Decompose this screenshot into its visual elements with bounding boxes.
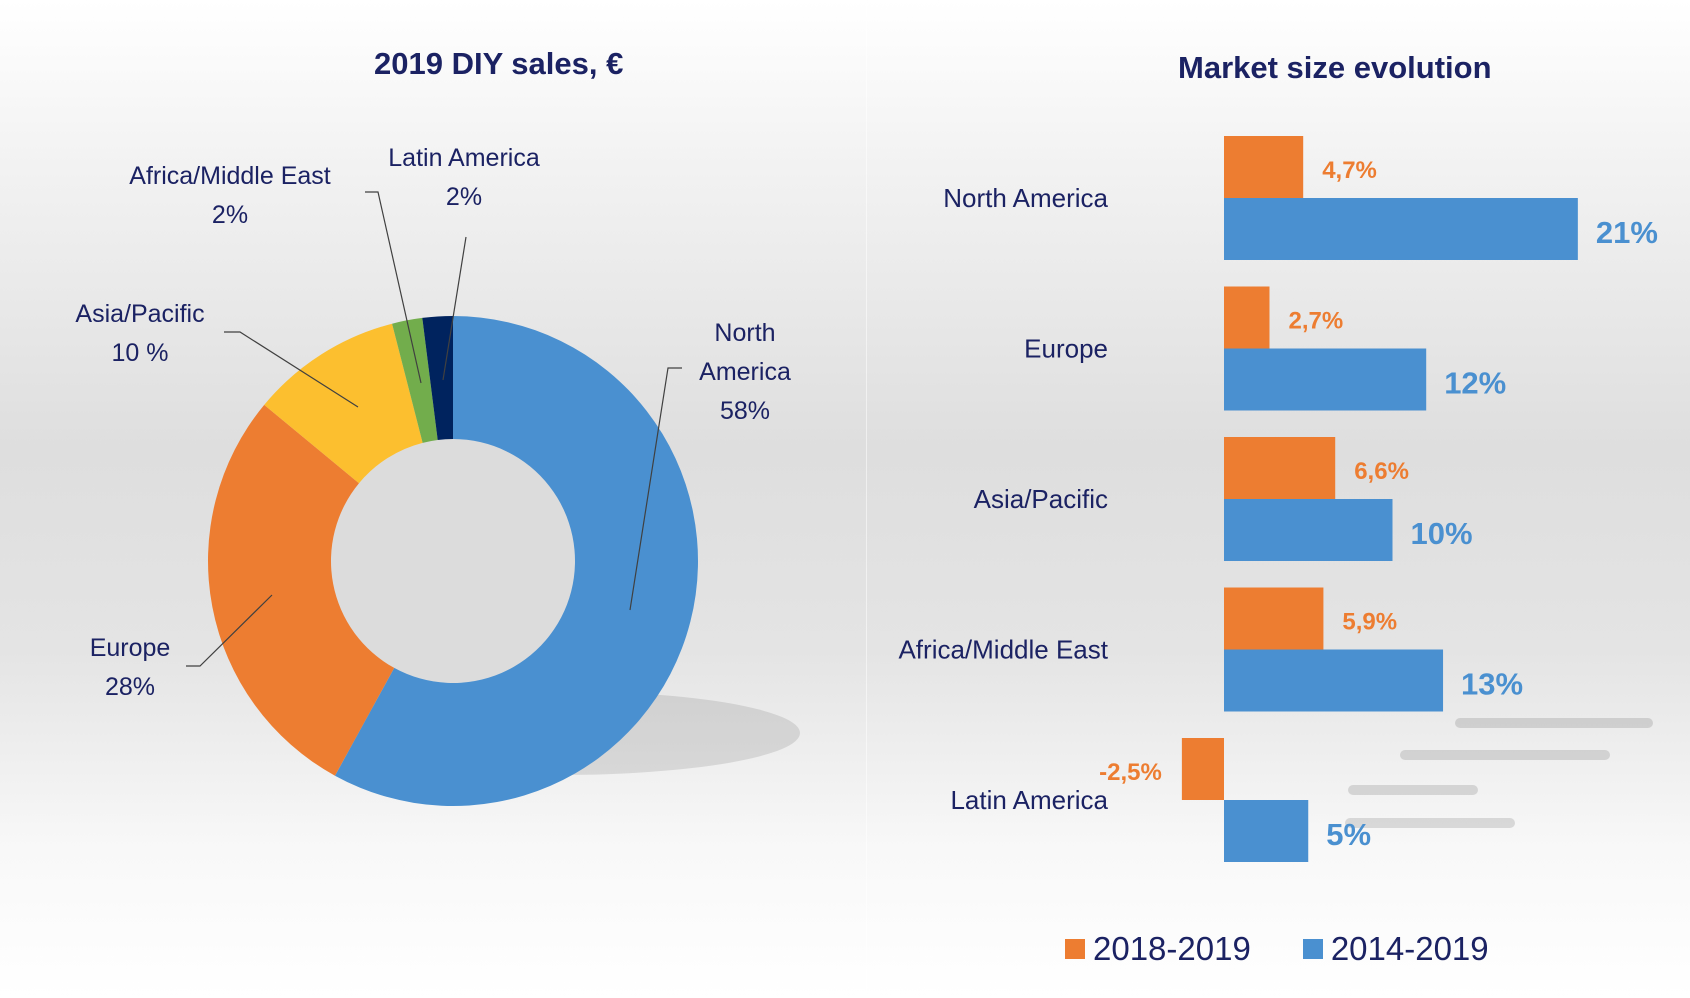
donut-chart-panel: 2019 DIY sales, € North America 58% Europe 2… bbox=[75, 46, 800, 806]
bar-value-label: -2,5% bbox=[1099, 759, 1162, 786]
bar-shadow bbox=[1400, 750, 1610, 760]
bar-2014-2019 bbox=[1224, 800, 1309, 862]
bar-group-latin-america: Latin America-2,5% 5% bbox=[950, 738, 1371, 862]
donut-slice-latin-america bbox=[422, 316, 453, 440]
donut-label-latin-america: Latin America 2% bbox=[388, 144, 540, 381]
bar-chart-panel: Market size evolution bbox=[866, 0, 1690, 998]
legend-swatch-orange bbox=[1065, 939, 1085, 959]
donut-label-value: 10 % bbox=[112, 339, 169, 367]
category-label: Africa/Middle East bbox=[898, 635, 1108, 665]
bar-value-label: 6,6% bbox=[1354, 458, 1409, 485]
donut-label-category: Africa/Middle East bbox=[129, 162, 331, 190]
bar-group-europe: Europe 2,7% 12% bbox=[1024, 286, 1506, 411]
legend-label: 2018-2019 bbox=[1093, 930, 1251, 967]
donut-hole bbox=[331, 439, 575, 683]
bar-value-label: 12% bbox=[1444, 366, 1506, 401]
donut-label-value: 2% bbox=[446, 183, 482, 211]
bar-shadow bbox=[1455, 718, 1653, 728]
leader-line bbox=[442, 236, 467, 381]
bar-value-label: 10% bbox=[1411, 516, 1473, 551]
bar-group-africa-middle-east: Africa/Middle East 5,9% 13% bbox=[898, 587, 1523, 712]
category-label: Europe bbox=[1024, 334, 1108, 364]
donut-label-value: 58% bbox=[720, 397, 770, 425]
bar-2014-2019 bbox=[1224, 348, 1427, 411]
bar-value-label: 5% bbox=[1326, 817, 1371, 852]
leader-line bbox=[224, 331, 359, 408]
bar-2014-2019 bbox=[1224, 649, 1444, 712]
donut-slice-africa-middle-east bbox=[392, 317, 438, 443]
donut-label-category: Asia/Pacific bbox=[75, 300, 204, 328]
bar-group-asia-pacific: Asia/Pacific 6,6% 10% bbox=[974, 437, 1473, 561]
bar-2018-2019 bbox=[1224, 136, 1304, 198]
donut-chart: North America 58% Europe 28% Asia/Pacific 10 %… bbox=[75, 144, 800, 806]
bar-2018-2019 bbox=[1224, 286, 1270, 349]
bar-2014-2019 bbox=[1224, 499, 1393, 561]
bar-value-label: 21% bbox=[1596, 215, 1658, 250]
bar-2018-2019 bbox=[1181, 738, 1224, 800]
donut-chart-title: 2019 DIY sales, € bbox=[374, 46, 624, 81]
donut-label-value: 2% bbox=[212, 201, 248, 229]
legend-swatch-blue bbox=[1302, 939, 1323, 959]
bar-chart-title: Market size evolution bbox=[1178, 50, 1492, 85]
leader-line bbox=[629, 367, 682, 611]
donut-label-category: Latin America bbox=[388, 144, 540, 172]
category-label: North America bbox=[943, 183, 1108, 213]
bar-2018-2019 bbox=[1224, 437, 1336, 499]
leader-line bbox=[186, 594, 273, 667]
bar-2018-2019 bbox=[1224, 587, 1324, 650]
donut-slice-europe bbox=[207, 404, 395, 776]
legend-item-2018-2019: 2018-2019 bbox=[1065, 930, 1251, 968]
donut-label-africa-middle-east: Africa/Middle East 2% bbox=[129, 162, 422, 384]
bar-2014-2019 bbox=[1224, 198, 1578, 260]
category-label: Asia/Pacific bbox=[974, 484, 1108, 514]
donut-label-north-america: North America 58% bbox=[629, 319, 791, 611]
bar-value-label: 5,9% bbox=[1342, 609, 1397, 636]
bar-value-label: 2,7% bbox=[1288, 308, 1343, 335]
bar-value-label: 13% bbox=[1461, 667, 1523, 702]
legend-label: 2014-2019 bbox=[1330, 930, 1489, 967]
donut-label-asia-pacific: Asia/Pacific 10 % bbox=[75, 300, 359, 408]
legend-item-2014-2019: 2014-2019 bbox=[1302, 930, 1489, 968]
donut-slice-asia-pacific bbox=[264, 323, 423, 484]
bar-shadow bbox=[1345, 818, 1515, 828]
donut-label-europe: Europe 28% bbox=[90, 594, 273, 701]
bar-shadow bbox=[1348, 785, 1478, 795]
bar-value-label: 4,7% bbox=[1322, 157, 1377, 184]
category-label: Latin America bbox=[950, 785, 1108, 815]
bar-chart-legend: 2018-2019 2014-2019 bbox=[1065, 930, 1529, 968]
donut-label-category: Europe bbox=[90, 634, 171, 662]
donut-label-value: 28% bbox=[105, 673, 155, 701]
donut-label-category: North bbox=[714, 319, 775, 347]
donut-slice-north-america bbox=[334, 316, 698, 806]
leader-line bbox=[365, 191, 422, 384]
donut-label-category: America bbox=[699, 358, 791, 386]
bar-group-north-america: North America 4,7% 21% bbox=[943, 136, 1658, 260]
